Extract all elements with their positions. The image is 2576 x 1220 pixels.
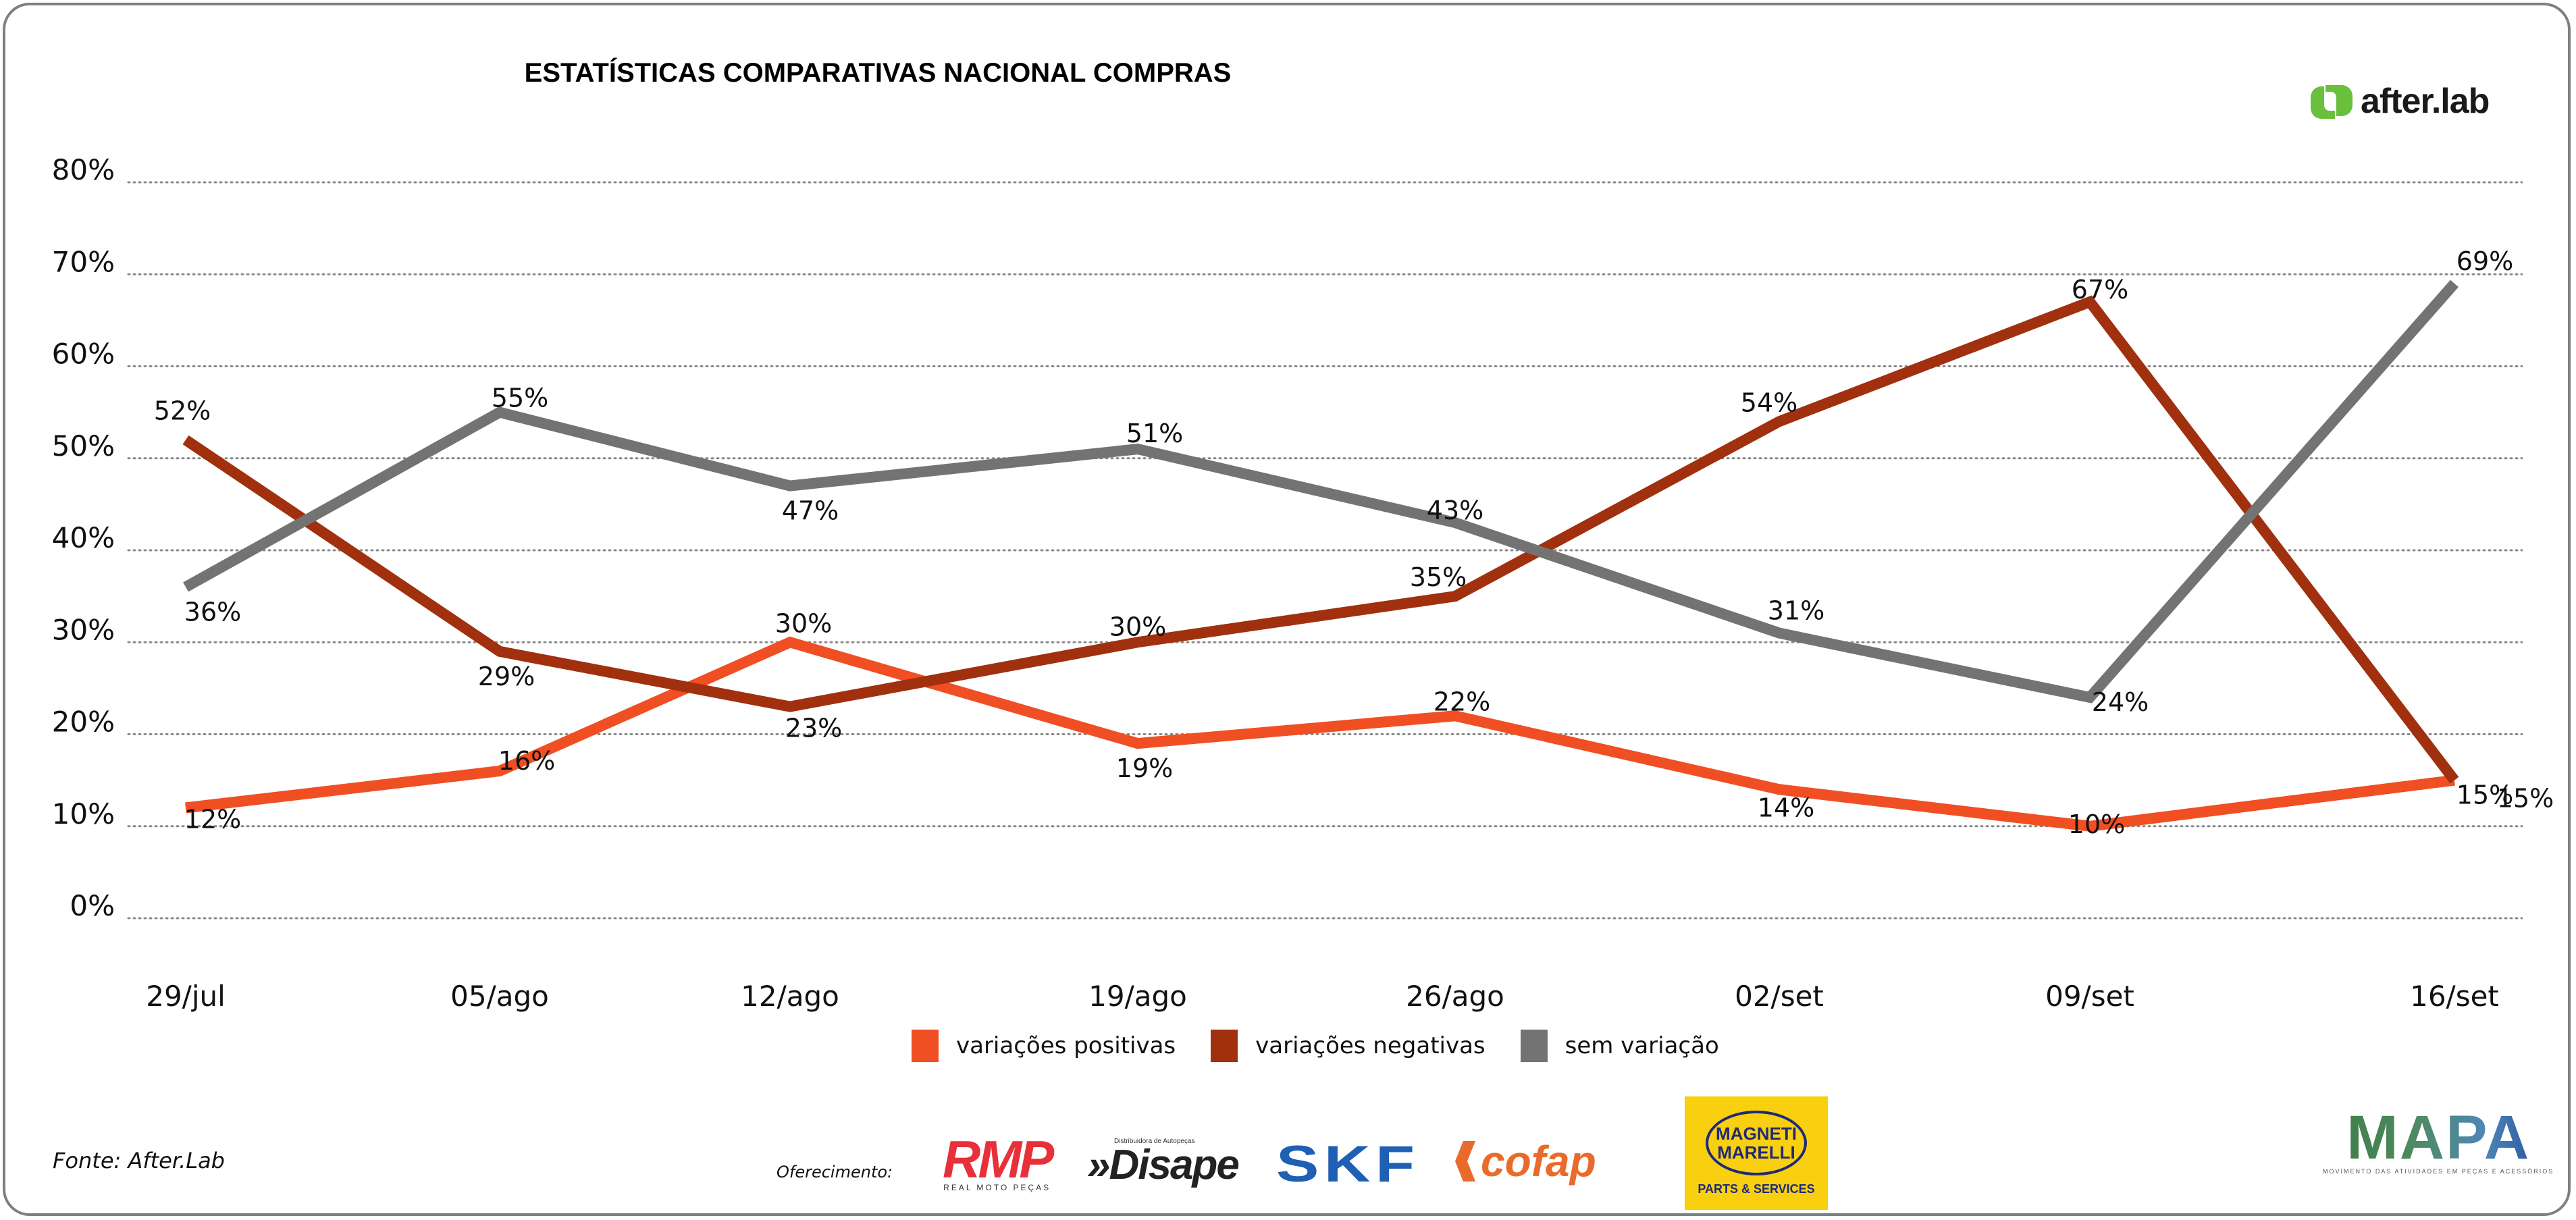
rmp-logo: RMP REAL MOTO PEÇAS (943, 1130, 1054, 1192)
legend-swatch-negativas (1211, 1030, 1238, 1062)
y-tick-label: 40% (52, 521, 115, 554)
data-label: 36% (184, 598, 241, 627)
afterlab-logo: after.lab (2309, 81, 2490, 122)
data-label: 51% (1126, 419, 1183, 448)
data-label: 67% (2072, 275, 2128, 304)
legend-item-positivas: variações positivas (912, 1030, 1176, 1062)
grid-lines (127, 181, 2523, 920)
mapa-tagline: MOVIMENTO DAS ATIVIDADES EM PEÇAS E ACES… (2323, 1168, 2554, 1175)
series-lines (182, 280, 2459, 832)
offer-label: Oferecimento: (777, 1163, 893, 1182)
marelli-line2: MARELLI (1717, 1142, 1795, 1163)
cofap-logo: cofap (1455, 1137, 1596, 1186)
data-label: 43% (1427, 496, 1483, 525)
mapa-wordmark: MAPA (2323, 1107, 2554, 1169)
y-tick-label: 20% (52, 706, 115, 739)
magneti-marelli-logo: MAGNETI MARELLI PARTS & SERVICES (1685, 1096, 1828, 1210)
mapa-logo: MAPA MOVIMENTO DAS ATIVIDADES EM PEÇAS E… (2323, 1107, 2554, 1175)
source-note: Fonte: After.Lab (53, 1148, 225, 1173)
x-tick-label: 26/ago (1406, 980, 1504, 1013)
legend-label: variações positivas (956, 1032, 1176, 1059)
rmp-wordmark: RMP (943, 1130, 1054, 1189)
cofap-mark-icon (1455, 1141, 1475, 1182)
marelli-line1: MAGNETI (1716, 1123, 1797, 1144)
data-label: 16% (498, 746, 555, 776)
x-tick-label: 12/ago (741, 980, 839, 1013)
y-tick-label: 60% (52, 338, 115, 371)
legend-swatch-positivas (912, 1030, 939, 1062)
line-chart: 0% 10% 20% 30% 40% 50% 60% 70% 80% 29/jul 05/ago 1… (52, 153, 2554, 1013)
y-tick-label: 80% (52, 153, 115, 186)
legend-swatch-sem-variacao (1520, 1030, 1548, 1062)
series-line-2 (183, 280, 2459, 704)
y-tick-label: 30% (52, 613, 115, 646)
y-axis-ticks: 0% 10% 20% 30% 40% 50% 60% 70% 80% (52, 153, 115, 922)
data-label: 30% (775, 608, 832, 638)
chart-legend: variações positivas variações negativas … (912, 1030, 1754, 1062)
y-tick-label: 70% (52, 245, 115, 278)
disape-chevron-icon: » (1087, 1142, 1111, 1188)
marelli-oval: MAGNETI MARELLI (1706, 1110, 1807, 1175)
x-tick-label: 05/ago (450, 980, 549, 1013)
series-line-1 (182, 295, 2459, 784)
y-tick-label: 50% (52, 429, 115, 462)
data-label: 22% (1434, 687, 1490, 716)
disape-tagline: Distribuidora de Autopeças (1114, 1138, 1195, 1145)
disape-name: Disape (1109, 1142, 1239, 1188)
x-tick-label: 09/set (2045, 980, 2134, 1013)
x-tick-label: 19/ago (1088, 980, 1187, 1013)
data-label: 15% (2456, 780, 2513, 810)
cofap-wordmark: cofap (1481, 1137, 1596, 1186)
chart-title: ESTATÍSTICAS COMPARATIVAS NACIONAL COMPR… (524, 58, 1232, 88)
data-label: 54% (1741, 388, 1797, 417)
rmp-tagline: REAL MOTO PEÇAS (943, 1183, 1051, 1192)
data-label: 35% (1410, 562, 1467, 592)
data-label: 10% (2068, 810, 2125, 839)
y-tick-label: 0% (70, 889, 115, 922)
series-line-0 (185, 636, 2456, 832)
legend-label: variações negativas (1255, 1032, 1486, 1059)
data-label: 52% (154, 396, 211, 426)
x-tick-label: 29/jul (146, 980, 226, 1013)
legend-item-sem-variacao: sem variação (1520, 1030, 1719, 1062)
skf-wordmark: SKF (1276, 1136, 1420, 1193)
afterlab-wordmark: after.lab (2361, 82, 2490, 121)
afterlab-mark-icon (2309, 82, 2354, 120)
disape-wordmark: »Disape (1087, 1142, 1240, 1188)
data-label: 47% (782, 496, 839, 526)
data-label: 30% (1109, 612, 1166, 641)
data-label: 15% (2497, 784, 2554, 814)
data-label: 14% (1758, 793, 1814, 822)
data-label: 12% (184, 805, 241, 834)
data-label: 55% (492, 383, 548, 413)
x-axis-ticks: 29/jul 05/ago 12/ago 19/ago 26/ago 02/set 09/s… (146, 980, 2499, 1013)
skf-logo: SKF (1276, 1139, 1415, 1190)
data-label: 19% (1116, 753, 1173, 783)
y-tick-label: 10% (52, 797, 115, 830)
data-label: 31% (1768, 596, 1824, 626)
data-labels: 12% 16% 30% 19% 22% 14% 10% 15% 52% 29% 23% 30% 35% 5… (154, 246, 2554, 839)
marelli-tagline: PARTS & SERVICES (1698, 1182, 1815, 1196)
data-label: 23% (785, 714, 842, 743)
x-tick-label: 02/set (1735, 980, 1824, 1013)
x-tick-label: 16/set (2410, 980, 2499, 1013)
legend-label: sem variação (1565, 1032, 1719, 1059)
disape-logo: Distribuidora de Autopeças »Disape (1087, 1138, 1240, 1188)
data-label: 24% (2092, 687, 2149, 717)
data-label: 29% (478, 662, 535, 691)
legend-item-negativas: variações negativas (1211, 1030, 1486, 1062)
data-label: 69% (2456, 246, 2513, 276)
